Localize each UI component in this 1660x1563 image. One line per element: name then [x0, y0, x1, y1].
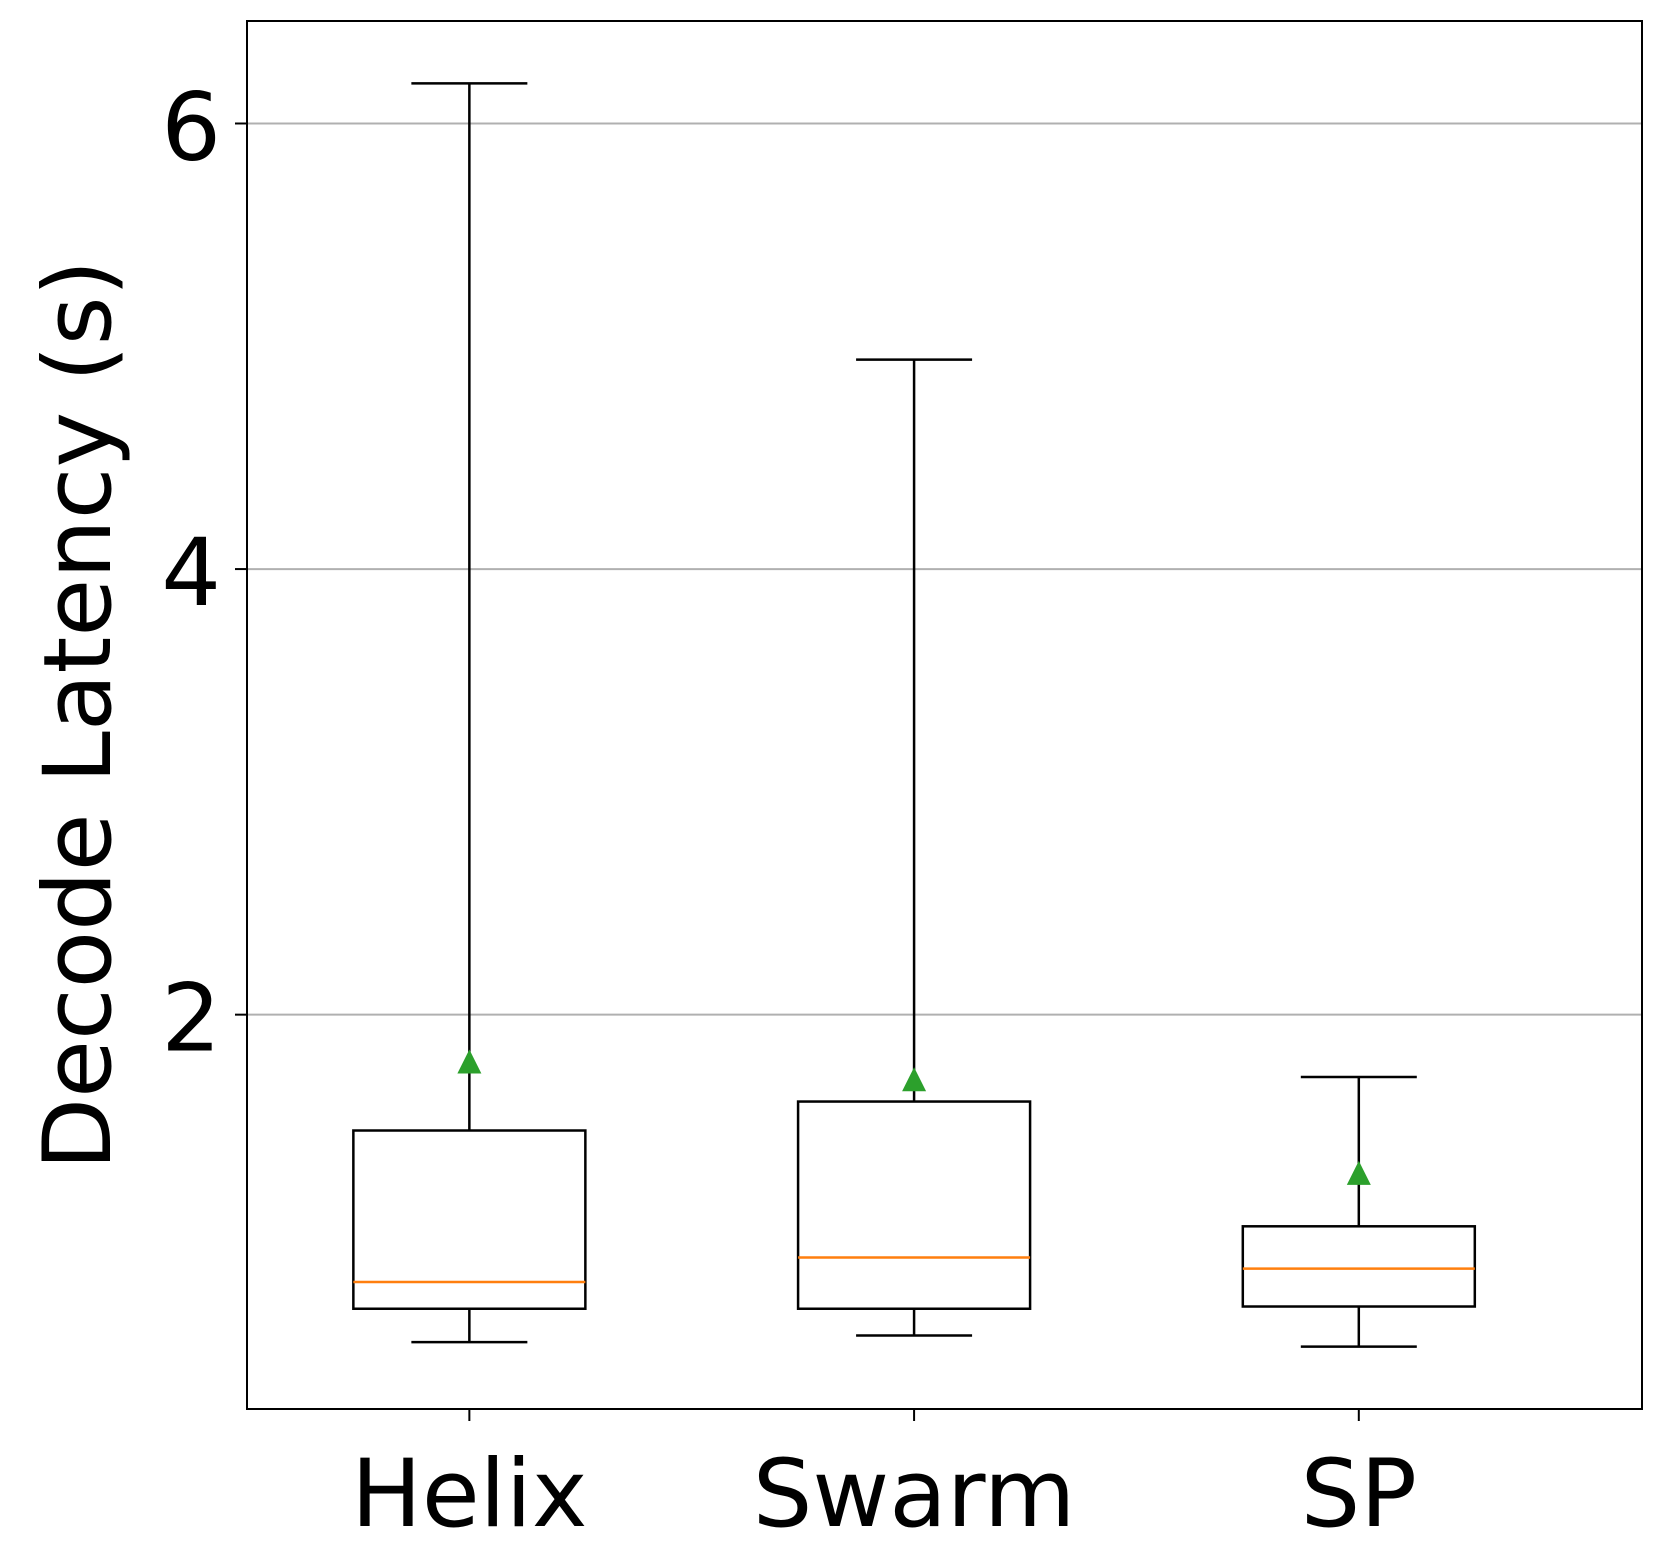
plot-area-frame [246, 20, 1643, 1410]
iqr-box [1241, 1225, 1477, 1308]
y-axis-label: Decode Latency (s) [24, 260, 133, 1171]
iqr-box [796, 1100, 1032, 1310]
x-tick-label: SP [1301, 1440, 1417, 1549]
iqr-box [352, 1129, 587, 1310]
box-plot-series [352, 82, 1477, 1348]
x-tick-label: Helix [351, 1440, 587, 1549]
y-tick-label: 2 [161, 965, 221, 1074]
y-tick-label: 4 [161, 519, 221, 628]
axes: 2 4 6 Helix Swarm SP [161, 73, 1417, 1549]
grid-lines [247, 122, 1642, 1016]
mean-marker [902, 1067, 927, 1092]
mean-marker [1346, 1160, 1371, 1185]
x-tick-label: Swarm [753, 1440, 1076, 1549]
mean-marker [457, 1049, 482, 1074]
y-tick-label: 6 [161, 73, 221, 182]
